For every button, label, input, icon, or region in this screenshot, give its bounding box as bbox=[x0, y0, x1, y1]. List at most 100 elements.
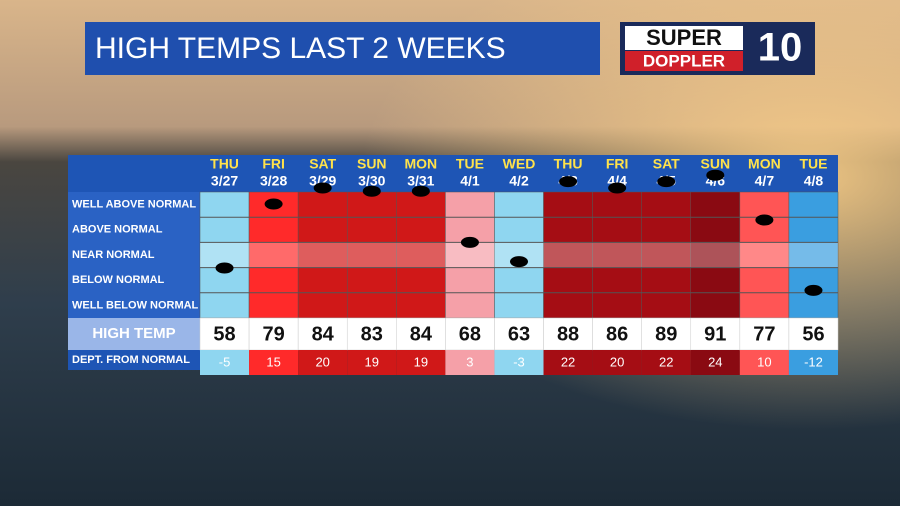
date: 4/7 bbox=[755, 173, 775, 189]
day: WED bbox=[503, 156, 536, 172]
dept-cell bbox=[249, 350, 299, 375]
high-temp: 91 bbox=[704, 323, 726, 345]
departure-dot bbox=[755, 214, 774, 226]
category-cell bbox=[346, 191, 397, 319]
day: MON bbox=[748, 156, 781, 172]
departure-dot bbox=[362, 185, 381, 197]
dept-cell bbox=[200, 350, 250, 375]
title-bar bbox=[85, 22, 600, 75]
high-cell bbox=[690, 317, 741, 351]
row-label: BELOW NORMAL bbox=[72, 274, 165, 286]
category-cell bbox=[199, 191, 250, 319]
departure-dot bbox=[706, 169, 725, 181]
date: 4/2 bbox=[509, 173, 529, 189]
logo-bottom-bg bbox=[625, 51, 743, 71]
high-temp: 88 bbox=[557, 323, 579, 345]
logo-top-bg bbox=[625, 26, 743, 50]
departure-dot bbox=[215, 262, 234, 274]
row-label: NEAR NORMAL bbox=[72, 249, 155, 261]
departure: 22 bbox=[561, 354, 575, 369]
departure: 20 bbox=[610, 354, 624, 369]
dept-cell bbox=[494, 350, 544, 375]
departure-dot bbox=[264, 198, 283, 210]
day: THU bbox=[210, 156, 239, 172]
high-temp: 79 bbox=[262, 323, 284, 345]
day: SAT bbox=[653, 156, 680, 172]
logo-top: SUPER bbox=[646, 25, 722, 50]
departure-dot bbox=[460, 236, 479, 248]
high-temp: 56 bbox=[802, 323, 824, 345]
high-temp: 86 bbox=[606, 323, 628, 345]
label-column bbox=[68, 192, 200, 318]
dept-cell bbox=[641, 350, 691, 375]
departure-dot bbox=[804, 284, 823, 296]
dept-cell bbox=[690, 350, 740, 375]
high-temp: 84 bbox=[410, 323, 433, 345]
high-cell bbox=[199, 317, 250, 351]
departure-dot bbox=[411, 185, 430, 197]
high-cell bbox=[494, 317, 544, 351]
category-cell bbox=[297, 191, 348, 319]
departure-dot bbox=[510, 256, 528, 268]
high-temp: 68 bbox=[459, 323, 481, 345]
departure: -3 bbox=[513, 354, 525, 369]
high-cell bbox=[641, 317, 692, 351]
high-temp: 63 bbox=[508, 323, 530, 345]
high-temp: 77 bbox=[753, 323, 775, 345]
departure-dot bbox=[657, 176, 676, 188]
high-temp: 58 bbox=[213, 323, 235, 345]
dept-cell bbox=[788, 350, 838, 375]
date: 4/1 bbox=[460, 173, 480, 189]
date: 3/27 bbox=[211, 173, 238, 189]
high-label: HIGH TEMP bbox=[92, 325, 175, 342]
day: SAT bbox=[309, 156, 336, 172]
category-cell bbox=[494, 191, 544, 319]
day: MON bbox=[405, 156, 438, 172]
day: SUN bbox=[357, 156, 387, 172]
day: FRI bbox=[262, 156, 285, 172]
dept-cell bbox=[592, 350, 642, 375]
departure: 15 bbox=[266, 354, 280, 369]
departure: 19 bbox=[414, 354, 428, 369]
departure: 19 bbox=[365, 354, 379, 369]
day: FRI bbox=[606, 156, 629, 172]
date: 4/8 bbox=[804, 173, 824, 189]
dept-cell bbox=[396, 350, 446, 375]
departure: 20 bbox=[315, 354, 329, 369]
departure-dot bbox=[559, 176, 578, 188]
row-label: ABOVE NORMAL bbox=[72, 224, 163, 236]
departure: -5 bbox=[219, 354, 231, 369]
departure-dot bbox=[313, 182, 332, 194]
date: 3/31 bbox=[407, 173, 434, 189]
high-cell bbox=[739, 317, 790, 351]
high-temp: 89 bbox=[655, 323, 677, 345]
day: TUE bbox=[799, 156, 827, 172]
logo-bottom: DOPPLER bbox=[643, 51, 725, 70]
day: THU bbox=[554, 156, 583, 172]
high-temp: 83 bbox=[361, 323, 383, 345]
dept-cell bbox=[739, 350, 789, 375]
dept-cell bbox=[543, 350, 593, 375]
departure-dot bbox=[608, 182, 627, 194]
dept-label-bg bbox=[68, 350, 200, 370]
dept-cell bbox=[298, 350, 348, 375]
high-label-bg bbox=[68, 318, 200, 350]
logo-number: 10 bbox=[758, 26, 803, 70]
category-cell bbox=[788, 191, 839, 319]
departure: 22 bbox=[659, 354, 673, 369]
high-cell bbox=[592, 317, 642, 351]
dept-cell bbox=[445, 350, 495, 375]
departure: 24 bbox=[708, 354, 722, 369]
departure: 10 bbox=[757, 354, 771, 369]
dept-cell bbox=[347, 350, 397, 375]
departure: 3 bbox=[466, 354, 473, 369]
title: HIGH TEMPS LAST 2 WEEKS bbox=[95, 32, 506, 65]
row-label: WELL BELOW NORMAL bbox=[72, 299, 199, 311]
high-temp: 84 bbox=[312, 323, 335, 345]
category-cell bbox=[690, 191, 741, 319]
day: TUE bbox=[456, 156, 484, 172]
date: 3/30 bbox=[358, 173, 385, 189]
row-label: WELL ABOVE NORMAL bbox=[72, 199, 196, 211]
departure: -12 bbox=[804, 354, 823, 369]
